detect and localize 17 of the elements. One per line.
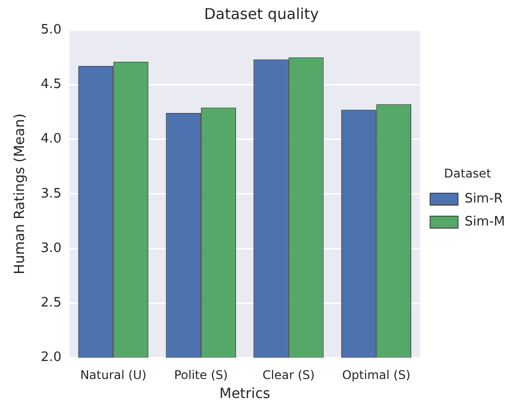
x-tick-label: Optimal (S) [342, 368, 410, 382]
x-tick-label: Clear (S) [262, 368, 315, 382]
y-tick-label: 2.5 [40, 296, 62, 311]
x-tick-label: Polite (S) [174, 368, 228, 382]
legend-label: Sim-R [464, 192, 503, 207]
legend-title: Dataset [444, 166, 492, 180]
y-tick-label: 5.0 [40, 22, 62, 38]
x-tick-label: Natural (U) [80, 368, 146, 382]
legend-label: Sim-M [464, 214, 506, 230]
y-tick-label: 2.0 [40, 350, 62, 366]
x-axis-title: Metrics [219, 386, 270, 402]
y-tick-label: 3.0 [40, 240, 62, 256]
y-tick-label: 3.5 [40, 186, 62, 202]
y-axis-title: Human Ratings (Mean) [12, 113, 28, 274]
y-tick-label: 4.5 [40, 77, 62, 92]
chart-title: Dataset quality [204, 4, 320, 23]
y-tick-label: 4.0 [40, 132, 62, 147]
